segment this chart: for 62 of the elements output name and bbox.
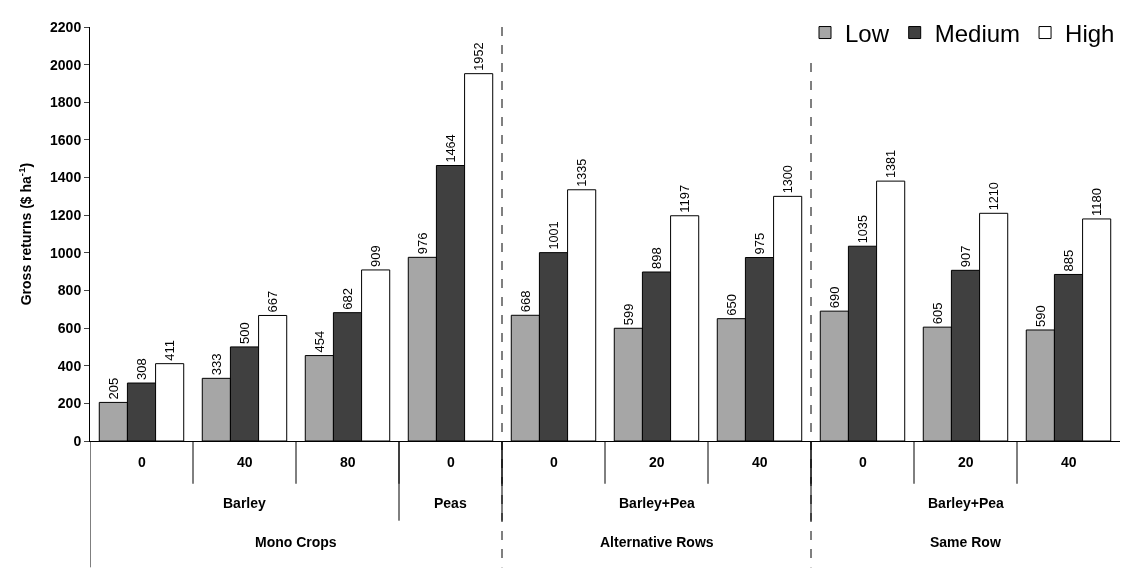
data-label: 590 bbox=[1032, 305, 1048, 327]
y-tick-label: 1800 bbox=[50, 94, 82, 111]
data-label: 885 bbox=[1061, 249, 1076, 272]
data-label: 599 bbox=[620, 303, 636, 326]
data-label: 454 bbox=[311, 330, 327, 353]
data-label: 1300 bbox=[781, 165, 796, 194]
y-tick-label: 2200 bbox=[50, 18, 82, 35]
x-tick-label: 40 bbox=[237, 454, 253, 470]
data-label: 1035 bbox=[855, 215, 870, 244]
data-label: 308 bbox=[134, 358, 149, 381]
text: Peas bbox=[434, 495, 467, 511]
x-tick-label: 20 bbox=[649, 454, 665, 470]
data-label: 1197 bbox=[677, 184, 693, 213]
data-label: 1381 bbox=[884, 149, 899, 179]
data-label: 411 bbox=[162, 339, 178, 361]
data-label: 1180 bbox=[1089, 187, 1105, 216]
y-tick-label: 1200 bbox=[50, 207, 82, 224]
data-label: 907 bbox=[958, 245, 973, 268]
y-tick-label: 2000 bbox=[50, 56, 82, 73]
data-label: 1464 bbox=[443, 134, 458, 163]
y-tick-label: 1000 bbox=[50, 244, 82, 261]
data-label: 909 bbox=[368, 245, 384, 267]
y-tick-label: 0 bbox=[73, 432, 82, 449]
data-label: 898 bbox=[649, 247, 664, 270]
y-tick-label: 200 bbox=[57, 395, 82, 412]
text: Same Row bbox=[930, 534, 1001, 550]
text: Mono Crops bbox=[255, 534, 337, 550]
y-tick-label: 600 bbox=[57, 319, 82, 336]
legend-label: Low bbox=[845, 19, 890, 47]
x-tick-label: 80 bbox=[340, 454, 356, 470]
y-tick-label: 400 bbox=[57, 357, 82, 374]
legend-label: High bbox=[1065, 19, 1115, 47]
x-tick-label: 20 bbox=[958, 454, 974, 470]
data-label: 1001 bbox=[546, 221, 561, 250]
data-label: 668 bbox=[517, 290, 533, 313]
data-label: 205 bbox=[105, 377, 121, 400]
x-tick-label: 40 bbox=[752, 454, 768, 470]
x-tick-label: 40 bbox=[1061, 454, 1077, 470]
text: Barley+Pea bbox=[928, 495, 1005, 511]
y-tick-label: 1600 bbox=[50, 131, 82, 148]
data-label: 690 bbox=[826, 286, 842, 309]
data-label: 682 bbox=[340, 287, 355, 310]
text: Alternative Rows bbox=[600, 534, 714, 550]
data-label: 667 bbox=[265, 290, 281, 313]
data-label: 975 bbox=[752, 232, 767, 255]
data-label: 1952 bbox=[472, 42, 487, 71]
data-label: 500 bbox=[237, 322, 252, 344]
text: Barley+Pea bbox=[619, 495, 696, 511]
data-label: 976 bbox=[414, 232, 430, 255]
y-tick-label: 800 bbox=[57, 282, 82, 299]
text: Barley bbox=[223, 495, 267, 511]
legend-label: Medium bbox=[934, 19, 1021, 47]
x-tick-label: 0 bbox=[550, 454, 558, 470]
data-label: 1335 bbox=[575, 158, 590, 187]
data-label: 650 bbox=[723, 293, 739, 316]
y-tick-label: 1400 bbox=[50, 169, 82, 186]
x-tick-label: 0 bbox=[138, 454, 146, 470]
data-label: 1210 bbox=[987, 182, 1002, 211]
x-tick-label: 0 bbox=[447, 454, 455, 470]
x-tick-label: 0 bbox=[859, 454, 867, 470]
data-label: 333 bbox=[208, 353, 224, 376]
data-label: 605 bbox=[929, 302, 945, 325]
